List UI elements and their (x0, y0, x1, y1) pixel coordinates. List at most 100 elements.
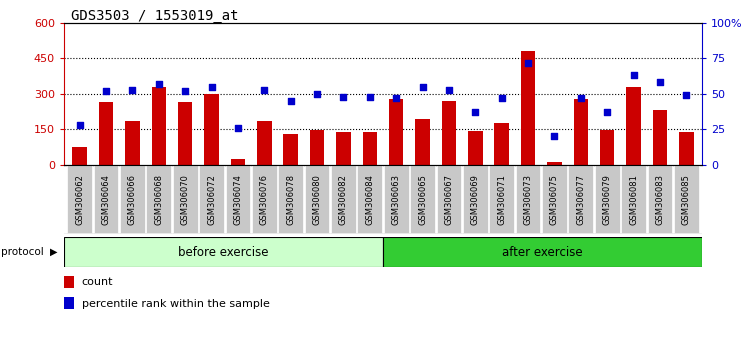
Text: GSM306074: GSM306074 (234, 174, 243, 224)
Text: GSM306076: GSM306076 (260, 173, 269, 225)
FancyBboxPatch shape (542, 165, 567, 233)
FancyBboxPatch shape (647, 165, 672, 233)
Point (680, 92, 692, 98)
Point (100, 88, 112, 94)
Point (285, 98, 297, 104)
Bar (231, 159, 245, 165)
Text: protocol: protocol (1, 247, 44, 257)
FancyBboxPatch shape (621, 165, 646, 233)
Bar (64, 297, 74, 309)
Bar (653, 110, 667, 165)
Bar (152, 87, 166, 165)
FancyBboxPatch shape (569, 165, 593, 233)
Bar (600, 130, 614, 165)
FancyBboxPatch shape (279, 165, 303, 233)
FancyBboxPatch shape (436, 165, 461, 233)
FancyBboxPatch shape (595, 165, 620, 233)
Text: before exercise: before exercise (178, 246, 269, 259)
Point (232, 125, 244, 131)
Text: GSM306063: GSM306063 (392, 173, 401, 225)
FancyBboxPatch shape (463, 165, 487, 233)
Text: after exercise: after exercise (502, 246, 583, 259)
Text: GSM306083: GSM306083 (656, 173, 665, 225)
FancyBboxPatch shape (225, 165, 250, 233)
Bar (494, 123, 509, 165)
Point (337, 94, 349, 99)
Text: GSM306073: GSM306073 (523, 173, 532, 225)
Point (126, 87, 138, 92)
Text: GSM306079: GSM306079 (603, 174, 612, 224)
Text: GSM306067: GSM306067 (445, 173, 454, 225)
Text: GSM306085: GSM306085 (682, 174, 691, 224)
Text: GSM306068: GSM306068 (154, 173, 163, 225)
Text: count: count (82, 277, 113, 287)
Point (206, 84, 218, 90)
FancyBboxPatch shape (674, 165, 698, 233)
FancyBboxPatch shape (410, 165, 435, 233)
Point (363, 94, 376, 99)
FancyBboxPatch shape (383, 237, 702, 267)
Bar (64, 276, 74, 288)
Text: GSM306062: GSM306062 (75, 174, 84, 224)
Point (628, 73, 640, 78)
Bar (574, 98, 588, 165)
Bar (547, 162, 562, 165)
Point (443, 87, 455, 92)
Text: GSM306077: GSM306077 (576, 173, 585, 225)
Text: GSM306071: GSM306071 (497, 174, 506, 224)
FancyBboxPatch shape (68, 165, 92, 233)
Text: GSM306084: GSM306084 (365, 174, 374, 224)
Bar (679, 132, 694, 165)
Point (522, 60, 534, 65)
Text: GSM306075: GSM306075 (550, 174, 559, 224)
Bar (125, 121, 140, 165)
FancyBboxPatch shape (357, 165, 382, 233)
Text: GSM306064: GSM306064 (101, 174, 110, 224)
Text: GSM306065: GSM306065 (418, 174, 427, 224)
FancyBboxPatch shape (146, 165, 171, 233)
Point (654, 80, 666, 85)
FancyBboxPatch shape (173, 165, 198, 233)
Point (548, 133, 560, 139)
Bar (363, 132, 377, 165)
Point (179, 88, 192, 94)
Point (311, 91, 323, 97)
Bar (310, 130, 324, 165)
Bar (521, 51, 535, 165)
Text: GSM306072: GSM306072 (207, 174, 216, 224)
Text: GSM306080: GSM306080 (312, 174, 321, 224)
FancyBboxPatch shape (64, 237, 383, 267)
Bar (283, 134, 298, 165)
Bar (99, 102, 113, 165)
Bar (415, 119, 430, 165)
Text: GDS3503 / 1553019_at: GDS3503 / 1553019_at (71, 9, 239, 23)
Bar (72, 147, 87, 165)
FancyBboxPatch shape (252, 165, 276, 233)
FancyBboxPatch shape (305, 165, 330, 233)
Text: GSM306066: GSM306066 (128, 173, 137, 225)
Text: ▶: ▶ (50, 247, 57, 257)
Bar (336, 132, 351, 165)
Point (152, 81, 164, 87)
Point (575, 95, 587, 101)
Point (496, 95, 508, 101)
Text: GSM306069: GSM306069 (471, 174, 480, 224)
FancyBboxPatch shape (120, 165, 145, 233)
Bar (468, 131, 483, 165)
Text: GSM306081: GSM306081 (629, 174, 638, 224)
Bar (204, 94, 219, 165)
FancyBboxPatch shape (331, 165, 356, 233)
Text: GSM306070: GSM306070 (181, 174, 190, 224)
FancyBboxPatch shape (384, 165, 409, 233)
FancyBboxPatch shape (516, 165, 541, 233)
Point (602, 109, 614, 115)
Bar (257, 121, 272, 165)
Point (417, 84, 429, 90)
Point (258, 87, 270, 92)
Text: GSM306078: GSM306078 (286, 173, 295, 225)
Bar (389, 98, 403, 165)
FancyBboxPatch shape (94, 165, 119, 233)
Text: GSM306082: GSM306082 (339, 174, 348, 224)
Point (391, 95, 403, 101)
Point (74, 122, 86, 128)
